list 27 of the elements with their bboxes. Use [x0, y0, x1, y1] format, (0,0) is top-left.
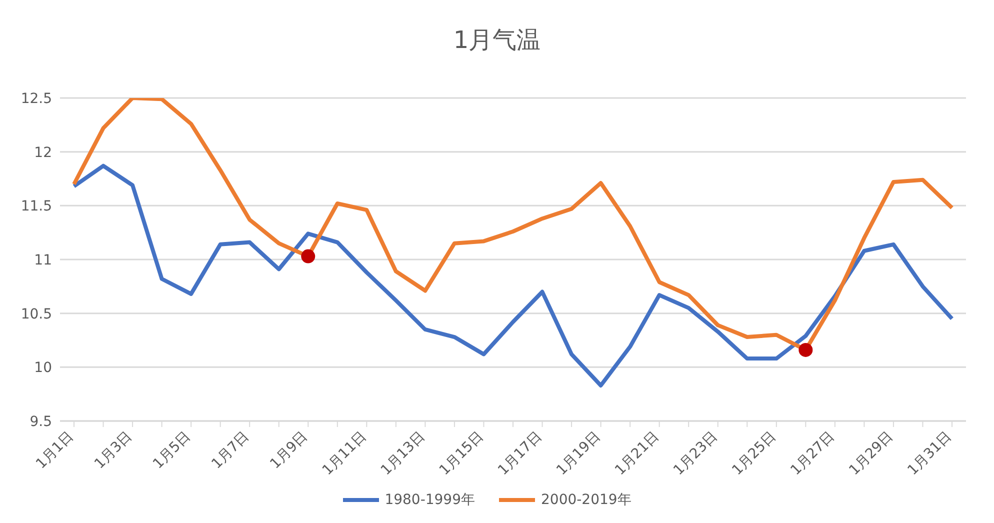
- x-tick-label: 1月11日: [319, 428, 370, 479]
- x-tick-label: 1月23日: [670, 428, 721, 479]
- y-tick-label: 10.5: [20, 306, 52, 322]
- y-tick-label: 11: [34, 252, 52, 268]
- x-tick-label: 1月27日: [788, 428, 838, 479]
- x-tick-label: 1月29日: [846, 428, 896, 479]
- y-tick-label: 12: [34, 144, 52, 161]
- chart-title: 1月气温: [452, 25, 542, 56]
- x-tick-label: 1月13日: [378, 428, 428, 479]
- x-tick-label: 1月3日: [92, 428, 136, 472]
- legend-label: 2000-2019年: [540, 491, 632, 509]
- x-tick-label: 1月19日: [554, 428, 604, 479]
- line-series: [72, 164, 954, 388]
- y-tick-label: 12.5: [20, 90, 52, 107]
- x-tick-label: 1月1日: [33, 428, 77, 472]
- x-tick-label: 1月7日: [208, 428, 252, 472]
- x-tick-label: 1月17日: [495, 428, 546, 479]
- x-tick-label: 1月9日: [267, 428, 311, 472]
- y-tick-label: 11.5: [20, 198, 52, 215]
- x-tick-label: 1月31日: [904, 428, 955, 479]
- x-tick-label: 1月21日: [612, 428, 662, 479]
- x-tick-label: 1月15日: [436, 428, 487, 479]
- legend-label: 1980-1999年: [384, 491, 475, 509]
- x-tick-label: 1月25日: [729, 428, 780, 479]
- x-tick-label: 1月5日: [150, 428, 194, 472]
- y-tick-label: 9.5: [30, 414, 52, 430]
- y-tick-label: 10: [34, 360, 52, 376]
